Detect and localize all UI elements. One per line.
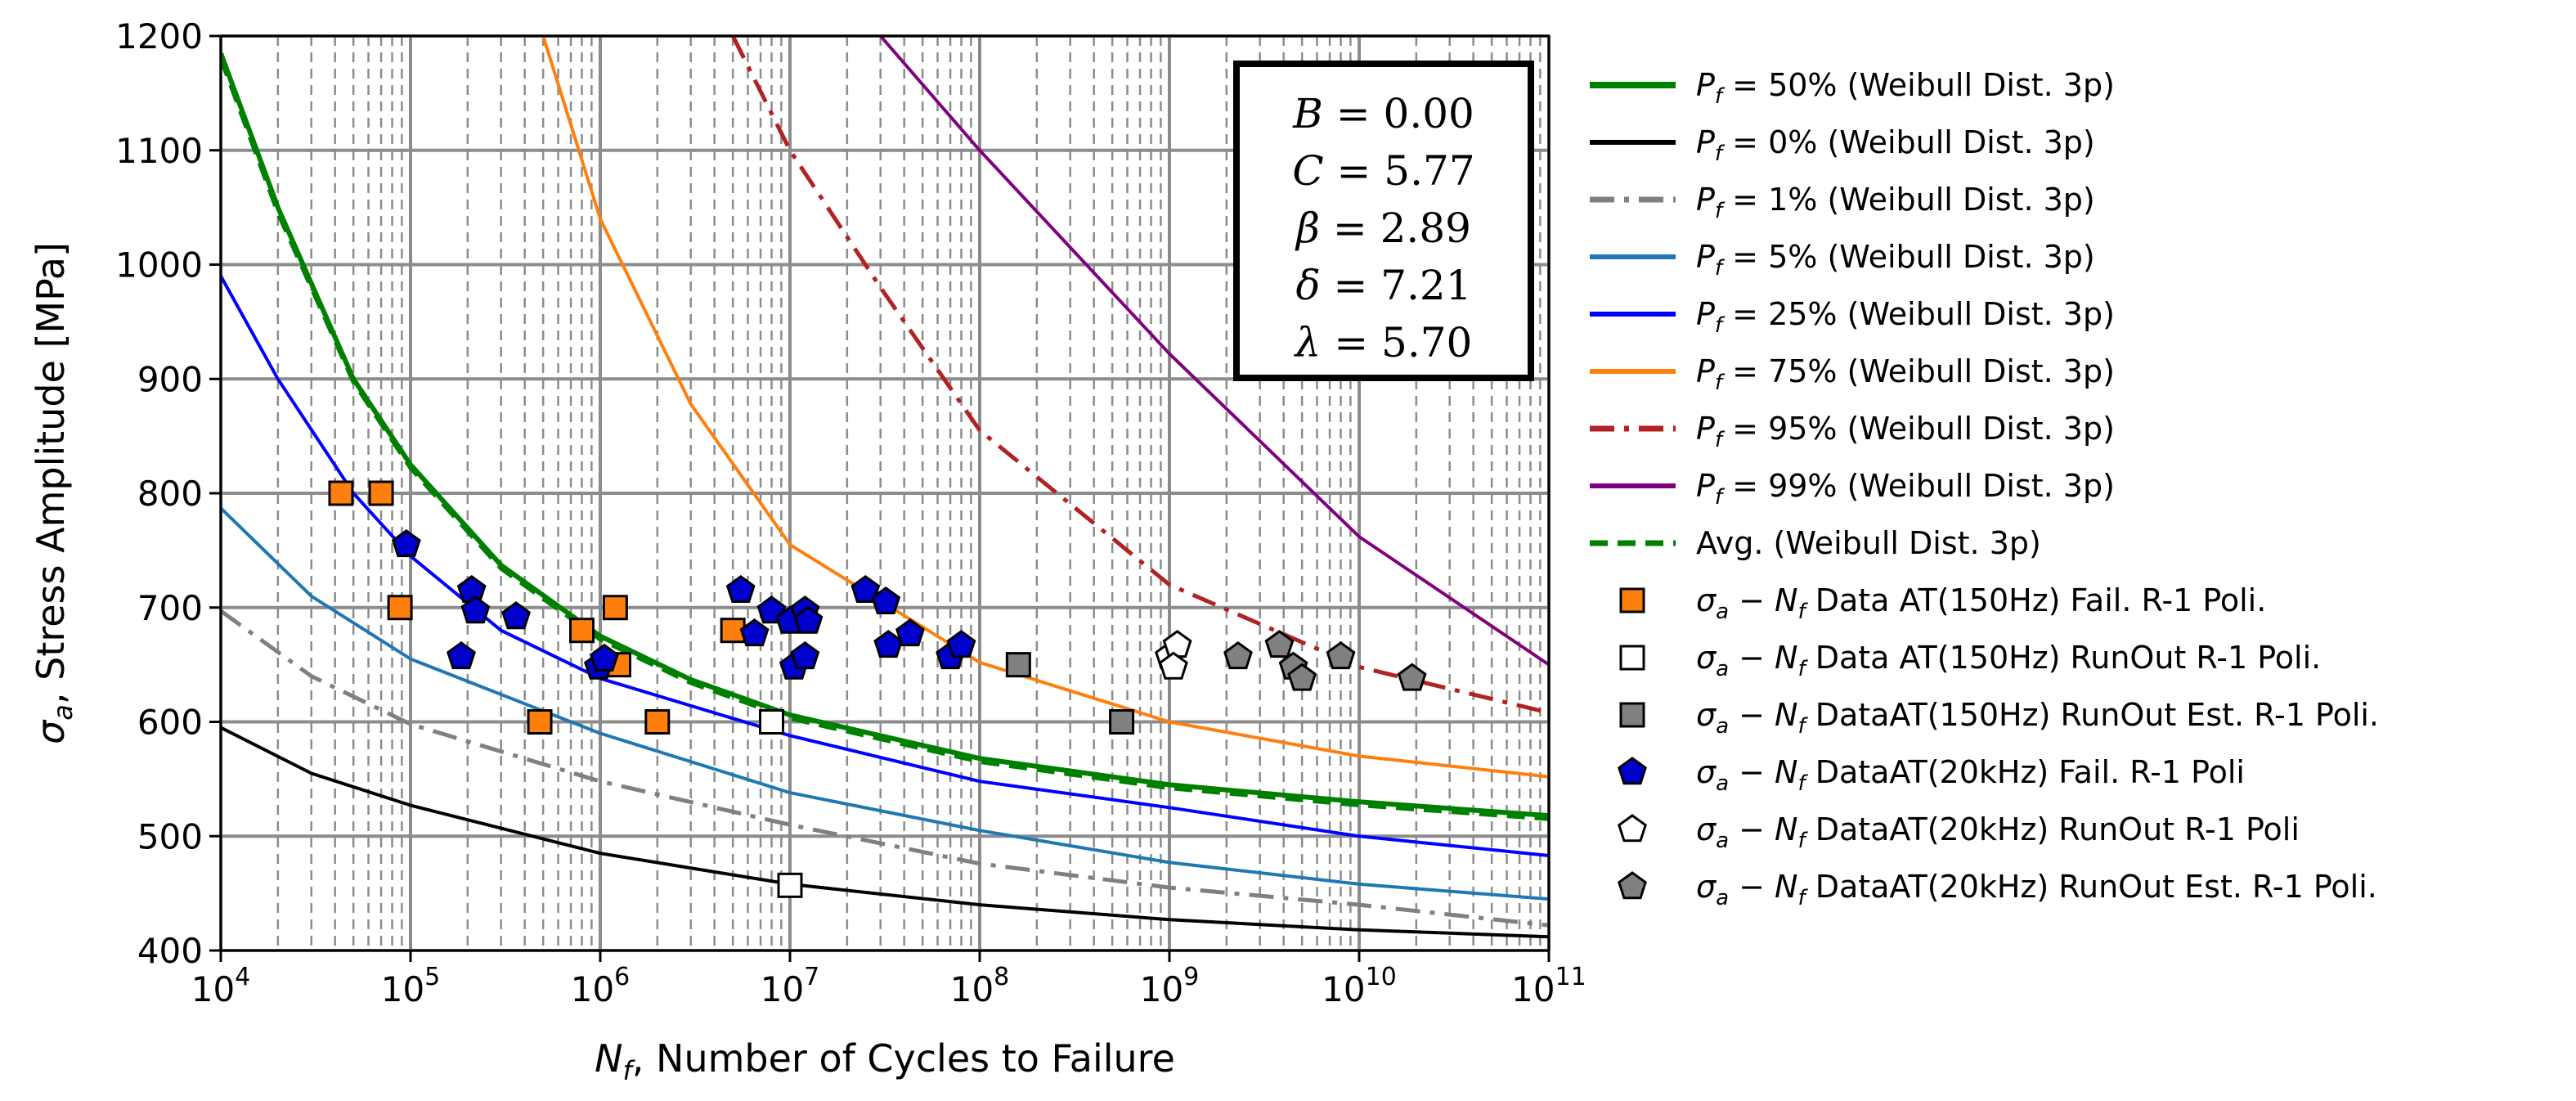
- parameter-3: β = 2.89: [1295, 204, 1471, 252]
- data-point-s4: [895, 618, 925, 647]
- legend-label-p1: Pf = 1% (Weibull Dist. 3p): [1696, 182, 2095, 223]
- data-point-s5: [1158, 651, 1188, 680]
- x-tick-label: 108: [950, 963, 1010, 1009]
- parameter-1: B = 0.00: [1292, 90, 1474, 137]
- y-tick-label: 1100: [115, 131, 203, 171]
- y-tick-label: 900: [137, 359, 203, 399]
- x-tick-label: 107: [761, 963, 820, 1009]
- y-tick-label: 1000: [115, 245, 203, 285]
- data-point-s1: [527, 709, 553, 735]
- legend-label-p95: Pf = 95% (Weibull Dist. 3p): [1696, 411, 2115, 452]
- data-point-s1: [644, 709, 671, 735]
- legend-label-s4: σa − Nf DataAT(20kHz) Fail. R-1 Poli: [1696, 754, 2245, 796]
- legend-label-s5: σa − Nf DataAT(20kHz) RunOut R-1 Poli: [1696, 811, 2300, 853]
- data-point-s4: [725, 574, 756, 603]
- data-point-s4: [871, 586, 901, 614]
- scatter-layer: [328, 480, 1427, 898]
- parameter-box-frame: [1233, 61, 1534, 381]
- data-point-s6: [1223, 640, 1253, 670]
- legend-label-p0: Pf = 0% (Weibull Dist. 3p): [1696, 124, 2095, 166]
- legend-label-p5: Pf = 5% (Weibull Dist. 3p): [1696, 239, 2095, 281]
- curve-p5: [221, 506, 1549, 901]
- data-point-s6: [1264, 630, 1295, 658]
- y-tick-label: 700: [137, 588, 203, 628]
- data-point-s4: [739, 618, 770, 647]
- x-tick-label: 106: [571, 963, 631, 1009]
- data-point-s4: [460, 595, 491, 624]
- curve-p95: [730, 36, 1549, 715]
- legend-label-s2: σa − Nf Data AT(150Hz) RunOut R-1 Poli.: [1696, 640, 2321, 681]
- data-point-s2: [759, 709, 785, 735]
- data-point-s1: [602, 595, 628, 621]
- curve-p99: [879, 36, 1549, 667]
- x-tick-label: 109: [1140, 963, 1200, 1009]
- data-point-s1: [328, 480, 354, 506]
- x-tick-label: 1010: [1322, 963, 1397, 1009]
- parameter-5: λ = 5.70: [1294, 319, 1473, 366]
- data-point-s3: [1005, 652, 1031, 678]
- y-tick-label: 600: [137, 703, 203, 743]
- data-point-s6: [1397, 663, 1427, 691]
- legend: Pf = 50% (Weibull Dist. 3p) Pf = 0% (Weib…: [1590, 67, 2379, 910]
- legend-marker-s2: [1619, 645, 1645, 671]
- legend-marker-s3: [1619, 702, 1645, 728]
- data-point-s4: [793, 605, 824, 634]
- parameter-2: C = 5.77: [1292, 147, 1474, 195]
- legend-label-s3: σa − Nf DataAT(150Hz) RunOut Est. R-1 Po…: [1696, 697, 2379, 739]
- parameter-box: B = 0.00 C = 5.77 β = 2.89 δ = 7.21 λ = 5.70: [1233, 61, 1534, 381]
- data-point-s6: [1326, 640, 1356, 670]
- x-tick-label: 1011: [1511, 963, 1586, 1009]
- data-point-s1: [368, 480, 394, 506]
- legend-label-s1: σa − Nf Data AT(150Hz) Fail. R-1 Poli.: [1696, 582, 2266, 624]
- legend-label-p75: Pf = 75% (Weibull Dist. 3p): [1696, 353, 2115, 395]
- y-tick-label: 1200: [115, 16, 203, 56]
- data-point-s4: [946, 630, 976, 658]
- data-point-s3: [1109, 709, 1135, 735]
- parameter-4: δ = 7.21: [1295, 262, 1471, 309]
- legend-marker-s5: [1618, 814, 1647, 843]
- data-point-s6: [1287, 663, 1317, 691]
- curve-p1: [221, 609, 1549, 928]
- data-point-s2: [777, 872, 803, 898]
- legend-label-p99: Pf = 99% (Weibull Dist. 3p): [1696, 468, 2115, 510]
- legend-marker-s1: [1619, 587, 1645, 613]
- x-axis-label: Nf, Number of Cycles to Failure: [595, 1036, 1175, 1086]
- data-point-s4: [589, 643, 619, 672]
- data-point-s1: [569, 618, 595, 644]
- curve-avg: [221, 58, 1549, 821]
- y-axis-label: σa, Stress Amplitude [MPa]: [29, 242, 79, 744]
- data-point-s4: [391, 529, 421, 558]
- axis-ticks: 104 105 106 107 108 109 1010 1011 400 500 600 700 80…: [115, 16, 1586, 1009]
- legend-label-s6: σa − Nf DataAT(20kHz) RunOut Est. R-1 Po…: [1696, 869, 2377, 910]
- x-tick-label: 104: [191, 963, 251, 1009]
- data-point-s4: [501, 601, 531, 630]
- legend-marker-s6: [1618, 871, 1647, 900]
- data-point-s4: [850, 574, 881, 603]
- data-point-s1: [387, 595, 413, 621]
- data-point-s4: [447, 640, 476, 670]
- legend-label-avg: Avg. (Weibull Dist. 3p): [1696, 525, 2041, 561]
- legend-marker-s4: [1618, 757, 1647, 785]
- y-tick-label: 400: [137, 931, 203, 971]
- x-tick-label: 105: [381, 963, 441, 1009]
- y-tick-label: 800: [137, 474, 203, 514]
- y-tick-label: 500: [137, 816, 203, 856]
- legend-label-p25: Pf = 25% (Weibull Dist. 3p): [1696, 296, 2115, 338]
- legend-label-p50: Pf = 50% (Weibull Dist. 3p): [1696, 67, 2115, 109]
- data-point-s4: [790, 640, 820, 670]
